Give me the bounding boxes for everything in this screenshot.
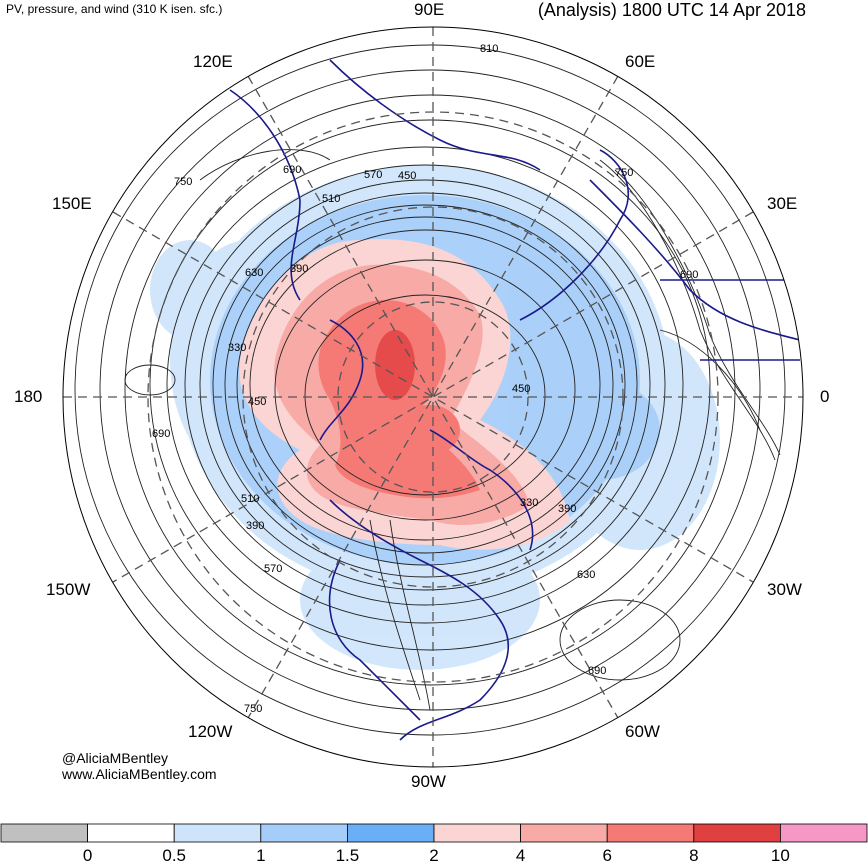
colorbar-swatch [173, 823, 262, 843]
coastlines [229, 59, 801, 741]
contour-label-group: 810 750 690 630 570 510 450 390 330 750 … [152, 43, 698, 715]
colorbar [0, 823, 868, 843]
colorbar-swatch [260, 823, 348, 843]
colorbar-tick-label: 8 [689, 846, 699, 865]
contour-label: 450 [512, 383, 530, 395]
contour-label: 810 [480, 43, 498, 55]
lon-label-120e: 120E [193, 52, 233, 71]
colorbar-tick-label: 0 [82, 846, 93, 865]
colorbar-swatch [693, 823, 781, 843]
lon-label-150w: 150W [46, 580, 91, 599]
colorbar-swatch [520, 823, 608, 843]
credit-url: www.AliciaMBentley.com [62, 766, 217, 782]
lon-label-60e: 60E [625, 52, 656, 71]
colorbar-swatch [0, 823, 88, 843]
colorbar-tick-label: 2 [429, 846, 439, 865]
lon-label-90w: 90W [411, 772, 446, 791]
graticule [63, 27, 803, 767]
contour-label: 750 [244, 703, 262, 715]
contour-label: 390 [246, 520, 264, 532]
contour-label: 450 [398, 170, 416, 182]
colorbar-tick-label: 0.5 [162, 846, 187, 865]
lon-label-90e: 90E [414, 0, 445, 19]
contour-label: 690 [588, 665, 606, 677]
colorbar-tick-label: 6 [602, 846, 612, 865]
contour-label: 750 [174, 176, 192, 188]
lon-label-30e: 30E [767, 194, 798, 213]
lon-label-0: 0 [820, 387, 830, 406]
colorbar-tick-label: 1.5 [335, 846, 360, 865]
lon-label-60w: 60W [625, 722, 660, 741]
map-title-left: PV, pressure, and wind (310 K isen. sfc.… [6, 2, 223, 16]
colorbar-swatch [606, 823, 695, 843]
contour-label: 690 [680, 269, 698, 281]
lon-label-150e: 150E [52, 194, 92, 213]
contour-label: 630 [245, 267, 263, 279]
lon-label-30w: 30W [767, 580, 802, 599]
credit-handle: @AliciaMBentley [62, 750, 169, 766]
pv-high-shading [239, 239, 570, 550]
lon-label-120w: 120W [188, 722, 233, 741]
contour-label: 750 [615, 167, 633, 179]
colorbar-tick-label: 10 [770, 846, 790, 865]
colorbar-swatch [87, 823, 175, 843]
colorbar-tick-label: 1 [256, 846, 266, 865]
contour-label: 330 [520, 497, 538, 509]
colorbar-tick-label: 4 [515, 846, 526, 865]
contour-label: 390 [290, 263, 308, 275]
contour-label: 450 [248, 396, 266, 408]
map-title-right: (Analysis) 1800 UTC 14 Apr 2018 [537, 0, 806, 20]
contour-label: 570 [364, 169, 382, 181]
lon-label-180: 180 [14, 387, 43, 406]
contour-label: 690 [283, 164, 301, 176]
contour-label: 390 [558, 503, 576, 515]
contour-label: 690 [152, 428, 170, 440]
colorbar-swatch [780, 823, 868, 843]
contour-label: 510 [322, 193, 340, 205]
map-boundary [62, 26, 804, 768]
contour-label: 510 [241, 493, 259, 505]
contour-label: 330 [228, 342, 246, 354]
pressure-contours [74, 44, 786, 736]
map-disc [63, 27, 803, 767]
colorbar-swatch [433, 823, 521, 843]
contour-label: 570 [264, 563, 282, 575]
contour-label: 630 [577, 569, 595, 581]
colorbar-swatch [346, 823, 435, 843]
